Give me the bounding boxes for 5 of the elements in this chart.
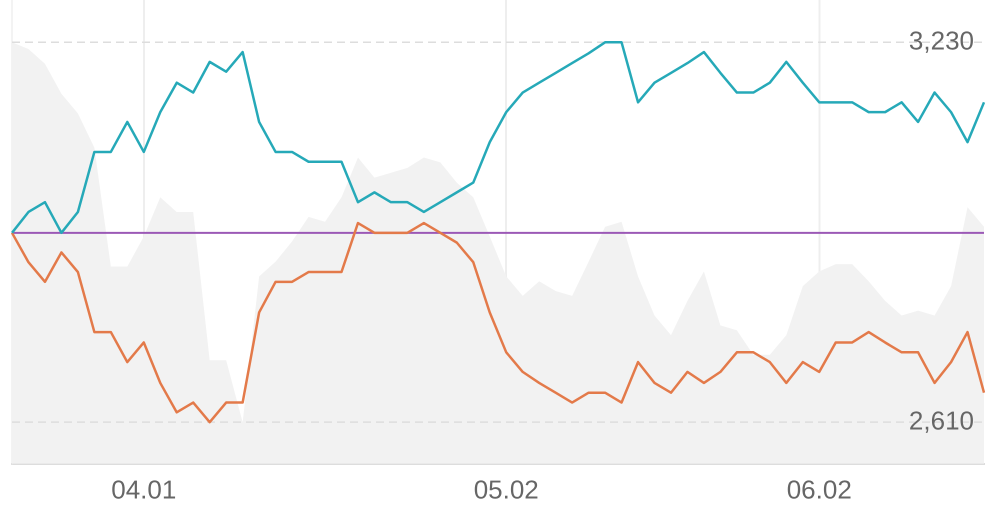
y-tick-label: 2,610 [908, 405, 974, 436]
x-tick-label: 06.02 [786, 474, 852, 505]
x-tick-label: 04.01 [111, 474, 176, 505]
y-tick-label: 3,230 [908, 25, 974, 56]
x-tick-label: 05.02 [474, 474, 539, 505]
